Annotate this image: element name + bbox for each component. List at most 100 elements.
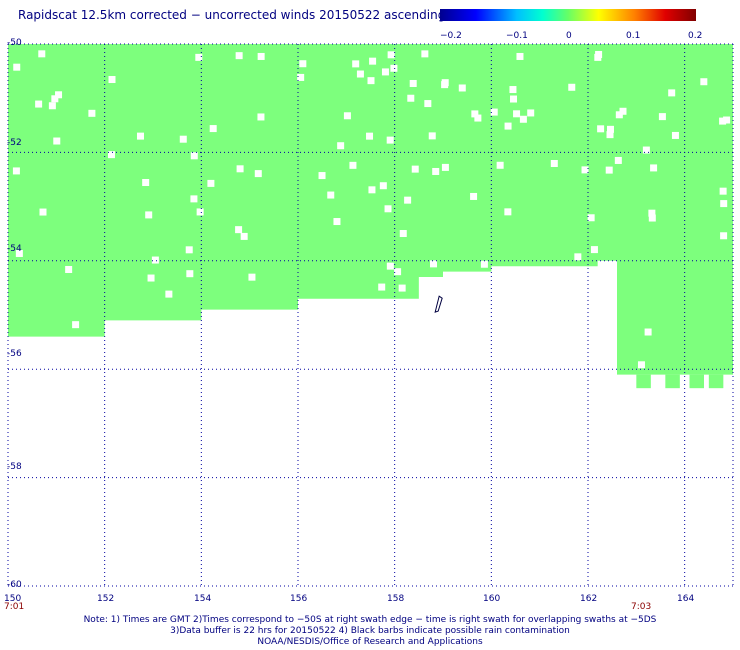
missing-cell (720, 232, 728, 240)
missing-cell (597, 125, 605, 133)
missing-cell (190, 152, 198, 160)
missing-cell (432, 167, 440, 175)
missing-cell (318, 172, 326, 180)
missing-cell (387, 51, 395, 59)
missing-cells (12, 50, 731, 369)
missing-cell (648, 209, 656, 217)
missing-cell (394, 268, 402, 276)
missing-cell (606, 131, 614, 139)
missing-cell (367, 77, 375, 85)
missing-cell (509, 86, 517, 94)
x-tick-label: 156 (290, 594, 308, 604)
colorbar-label-max: 0.2 (688, 31, 703, 41)
swath-fringe (636, 374, 651, 389)
missing-cell (343, 112, 351, 120)
missing-cell (65, 265, 73, 273)
missing-cell (527, 109, 535, 117)
footnote-line: 3)Data buffer is 22 hrs for 20150522 4) … (170, 626, 570, 636)
y-tick-label: -50 (7, 38, 22, 48)
missing-cell (516, 52, 524, 60)
swath-fringe (665, 374, 680, 389)
missing-cell (474, 114, 482, 122)
missing-cell (441, 81, 449, 89)
missing-cell (637, 361, 645, 369)
missing-cell (254, 170, 262, 178)
footnotes: Note: 1) Times are GMT 2)Times correspon… (0, 615, 740, 648)
missing-cell (398, 284, 406, 292)
missing-cell (441, 163, 449, 171)
rain-barb-mark (434, 295, 443, 313)
missing-cell (209, 125, 217, 133)
missing-cell (458, 84, 466, 92)
missing-cell (504, 122, 512, 130)
missing-cell (13, 63, 21, 71)
missing-cell (55, 91, 63, 99)
missing-cell (411, 165, 419, 173)
missing-cell (356, 70, 364, 78)
missing-cell (605, 166, 613, 174)
missing-cell (48, 102, 56, 110)
missing-cell (379, 182, 387, 190)
x-tick-label: 162 (580, 594, 598, 604)
chart-title: Rapidscat 12.5km corrected − uncorrected… (18, 8, 446, 22)
missing-cell (519, 115, 527, 123)
missing-cell (235, 226, 243, 234)
grid-lines (7, 43, 734, 587)
missing-cell (399, 230, 407, 238)
missing-cell (349, 161, 357, 169)
rain-barb (434, 295, 443, 313)
missing-cell (470, 192, 478, 200)
missing-cell (190, 195, 198, 203)
missing-cell (386, 262, 394, 270)
missing-cell (151, 256, 159, 264)
missing-cell (648, 214, 656, 222)
missing-cell (165, 290, 173, 298)
y-tick-label: -56 (7, 349, 22, 359)
missing-cell (384, 205, 392, 213)
missing-cell (390, 64, 398, 72)
missing-cell (235, 52, 243, 60)
missing-cell (108, 76, 116, 84)
missing-cell (590, 246, 598, 254)
x-tick-label: 152 (97, 594, 115, 604)
missing-cell (606, 125, 614, 133)
x-tick-label: 164 (677, 594, 695, 604)
missing-cell (496, 161, 504, 169)
missing-cell (504, 208, 512, 216)
y-tick-label: -52 (7, 138, 22, 148)
colorbar-label-pos: 0.1 (626, 31, 641, 41)
missing-cell (615, 111, 623, 119)
swath-fringe (689, 374, 704, 389)
missing-cell (337, 142, 345, 150)
missing-cell (136, 132, 144, 140)
missing-cell (671, 131, 679, 139)
y-tick-label: -54 (7, 244, 22, 254)
missing-cell (88, 109, 96, 117)
missing-cell (381, 68, 389, 76)
time-label-end: 7:03 (631, 602, 652, 612)
missing-cell (719, 117, 727, 125)
missing-cell (719, 187, 727, 195)
missing-cell (352, 60, 360, 68)
missing-cell (35, 100, 43, 108)
missing-cell (12, 167, 20, 175)
missing-cell (428, 132, 436, 140)
footnote-line: NOAA/NESDIS/Office of Research and Appli… (257, 637, 483, 647)
missing-cell (39, 208, 47, 216)
missing-cell (574, 253, 582, 261)
missing-cell (510, 95, 518, 103)
wind-swath (8, 44, 733, 389)
missing-cell (145, 211, 153, 219)
colorbar-label-min: −0.2 (440, 31, 462, 41)
missing-cell (471, 110, 479, 118)
missing-cell (581, 166, 589, 174)
missing-cell (386, 136, 394, 144)
missing-cell (513, 110, 521, 118)
missing-cell (658, 113, 666, 121)
missing-cell (650, 164, 658, 172)
time-label-start: 7:01 (4, 602, 25, 612)
missing-cell (550, 159, 558, 167)
missing-cell (480, 260, 488, 268)
missing-cell (147, 274, 155, 282)
missing-cell (195, 53, 203, 61)
